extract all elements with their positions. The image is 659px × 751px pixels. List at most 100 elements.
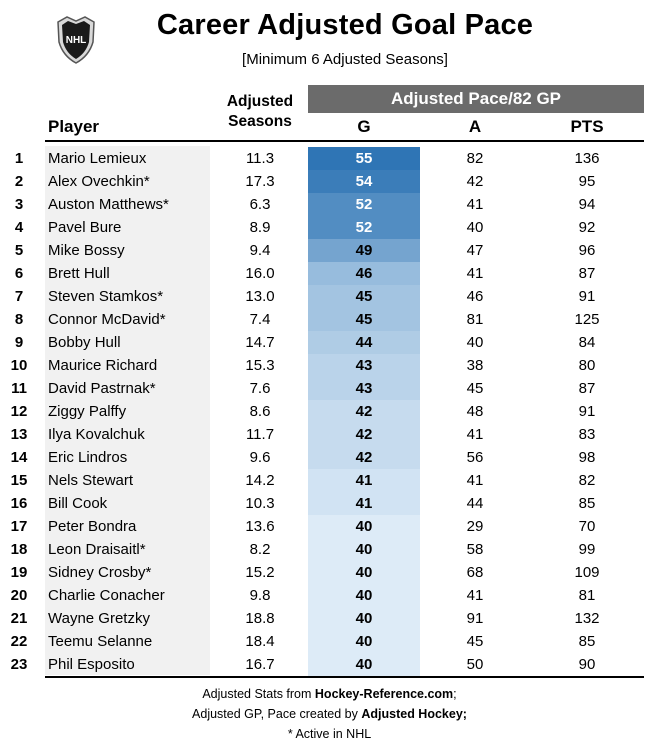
footer-line-1-prefix: Adjusted Stats from [202, 687, 315, 701]
row-points-pace: 82 [578, 472, 596, 489]
row-points-pace: 84 [578, 334, 596, 351]
table-row: 16 Bill Cook 10.3 41 44 85 [0, 492, 659, 515]
row-goals-pace: 40 [308, 584, 420, 607]
row-adjusted-seasons: 10.3 [245, 495, 275, 512]
row-player-name: Charlie Conacher [48, 587, 165, 604]
row-goals-pace: 52 [308, 216, 420, 239]
row-rank: 21 [10, 610, 28, 627]
row-goals-pace: 42 [308, 423, 420, 446]
row-rank: 15 [10, 472, 28, 489]
row-assists-pace: 41 [466, 265, 484, 282]
table-row: 17 Peter Bondra 13.6 40 29 70 [0, 515, 659, 538]
row-points-pace: 98 [578, 449, 596, 466]
row-assists-pace: 29 [466, 518, 484, 535]
row-player-name: Steven Stamkos* [48, 288, 164, 305]
row-points-pace: 81 [578, 587, 596, 604]
row-goals-pace: 46 [308, 262, 420, 285]
row-goals-pace: 40 [308, 653, 420, 676]
row-assists-pace: 41 [466, 426, 484, 443]
row-assists-pace: 40 [466, 334, 484, 351]
row-points-pace: 99 [578, 541, 596, 558]
column-header-goals: G [357, 117, 371, 136]
row-rank: 7 [14, 288, 24, 305]
nhl-logo-text: NHL [66, 35, 87, 46]
row-player-name: David Pastrnak* [48, 380, 156, 397]
table-row: 11 David Pastrnak* 7.6 43 45 87 [0, 377, 659, 400]
row-adjusted-seasons: 17.3 [245, 173, 275, 190]
row-player-name: Eric Lindros [48, 449, 128, 466]
row-points-pace: 132 [574, 610, 600, 627]
row-adjusted-seasons: 18.8 [245, 610, 275, 627]
row-rank: 12 [10, 403, 28, 420]
row-points-pace: 94 [578, 196, 596, 213]
row-points-pace: 125 [574, 311, 600, 328]
table-row: 8 Connor McDavid* 7.4 45 81 125 [0, 308, 659, 331]
row-adjusted-seasons: 11.7 [245, 426, 275, 443]
footer-creator: Adjusted Hockey; [361, 707, 467, 721]
row-rank: 1 [14, 150, 24, 167]
row-goals-pace: 52 [308, 193, 420, 216]
row-points-pace: 95 [578, 173, 596, 190]
row-player-name: Ziggy Palffy [48, 403, 127, 420]
footer-line-3: * Active in NHL [287, 727, 372, 741]
row-goals-pace: 42 [308, 446, 420, 469]
row-adjusted-seasons: 9.6 [249, 449, 271, 466]
table-row: 15 Nels Stewart 14.2 41 41 82 [0, 469, 659, 492]
row-rank: 17 [10, 518, 28, 535]
row-points-pace: 91 [578, 403, 596, 420]
row-points-pace: 136 [574, 150, 600, 167]
row-player-name: Phil Esposito [48, 656, 135, 673]
row-player-name: Wayne Gretzky [48, 610, 150, 627]
row-points-pace: 87 [578, 265, 596, 282]
table-body: 1 Mario Lemieux 11.3 55 82 136 2 Alex Ovechkin*… [0, 147, 659, 676]
row-assists-pace: 50 [466, 656, 484, 673]
row-rank: 6 [14, 265, 24, 282]
row-goals-pace: 45 [308, 308, 420, 331]
row-player-name: Ilya Kovalchuk [48, 426, 145, 443]
table-row: 1 Mario Lemieux 11.3 55 82 136 [0, 147, 659, 170]
row-player-name: Maurice Richard [48, 357, 158, 374]
footer-line-2-prefix: Adjusted GP, Pace created by [192, 707, 362, 721]
row-points-pace: 85 [578, 495, 596, 512]
row-goals-pace: 45 [308, 285, 420, 308]
row-goals-pace: 40 [308, 630, 420, 653]
row-assists-pace: 82 [466, 150, 484, 167]
table-row: 5 Mike Bossy 9.4 49 47 96 [0, 239, 659, 262]
row-goals-pace: 43 [308, 377, 420, 400]
row-points-pace: 96 [578, 242, 596, 259]
row-assists-pace: 81 [466, 311, 484, 328]
row-goals-pace: 42 [308, 400, 420, 423]
table-row: 14 Eric Lindros 9.6 42 56 98 [0, 446, 659, 469]
footer-line-1-suffix: ; [453, 687, 457, 701]
row-assists-pace: 47 [466, 242, 484, 259]
row-assists-pace: 45 [466, 633, 484, 650]
row-player-name: Nels Stewart [48, 472, 134, 489]
row-adjusted-seasons: 14.2 [245, 472, 275, 489]
row-adjusted-seasons: 14.7 [245, 334, 275, 351]
row-assists-pace: 58 [466, 541, 484, 558]
table-row: 21 Wayne Gretzky 18.8 40 91 132 [0, 607, 659, 630]
row-assists-pace: 46 [466, 288, 484, 305]
row-player-name: Alex Ovechkin* [48, 173, 150, 190]
row-rank: 13 [10, 426, 28, 443]
row-player-name: Sidney Crosby* [48, 564, 152, 581]
row-goals-pace: 41 [308, 469, 420, 492]
row-rank: 4 [14, 219, 24, 236]
row-goals-pace: 44 [308, 331, 420, 354]
row-goals-pace: 40 [308, 515, 420, 538]
row-adjusted-seasons: 6.3 [249, 196, 271, 213]
row-goals-pace: 55 [308, 147, 420, 170]
table-row: 12 Ziggy Palffy 8.6 42 48 91 [0, 400, 659, 423]
row-goals-pace: 43 [308, 354, 420, 377]
column-header-seasons: Adjusted Seasons [210, 92, 310, 132]
row-adjusted-seasons: 7.6 [249, 380, 271, 397]
table-row: 7 Steven Stamkos* 13.0 45 46 91 [0, 285, 659, 308]
table-row: 3 Auston Matthews* 6.3 52 41 94 [0, 193, 659, 216]
row-assists-pace: 41 [466, 587, 484, 604]
column-header-assists: A [468, 117, 482, 136]
footer-source-link: Hockey-Reference.com [314, 687, 454, 701]
row-player-name: Connor McDavid* [48, 311, 166, 328]
row-assists-pace: 45 [466, 380, 484, 397]
row-rank: 23 [10, 656, 28, 673]
row-adjusted-seasons: 7.4 [249, 311, 271, 328]
